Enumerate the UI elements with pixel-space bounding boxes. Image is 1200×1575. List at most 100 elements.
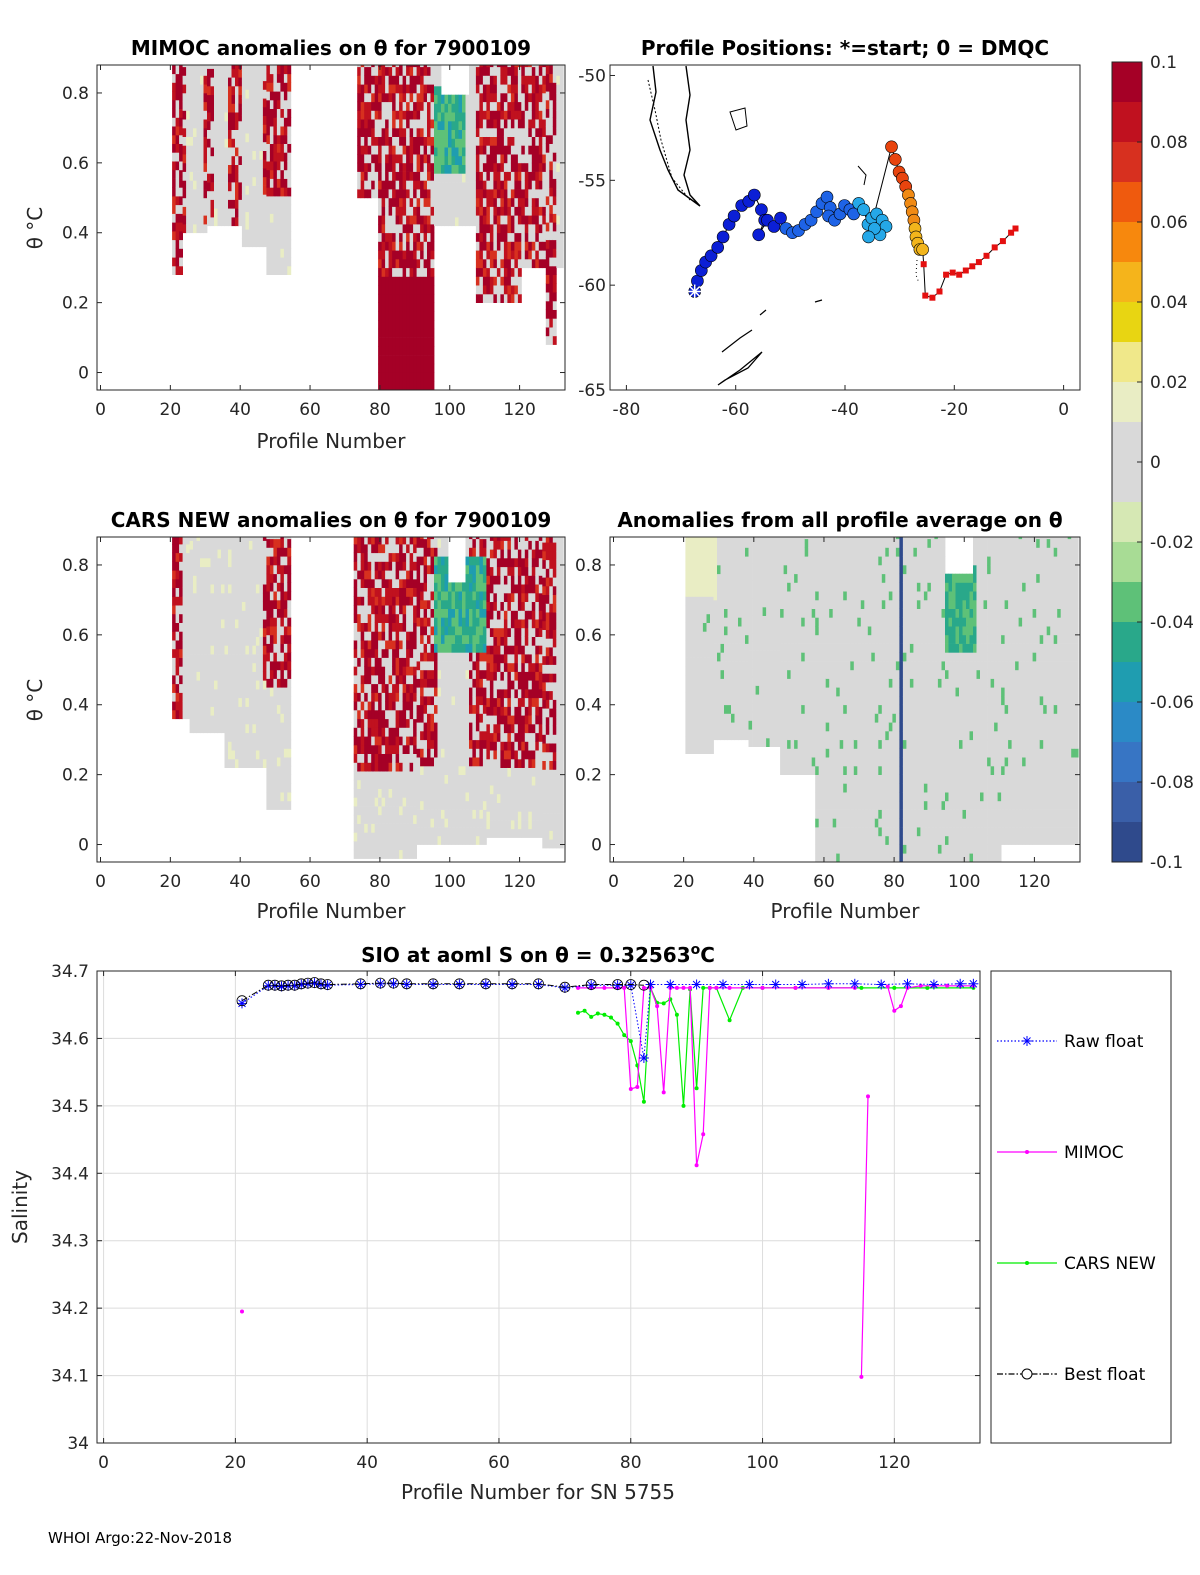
heatmap-cell xyxy=(489,584,494,594)
heatmap-cell xyxy=(224,654,229,664)
heatmap-cell xyxy=(559,180,564,190)
heatmap-cell xyxy=(175,231,180,241)
heatmap-cell xyxy=(514,636,519,646)
heatmap-cell xyxy=(175,134,180,144)
heatmap-cell xyxy=(503,558,508,568)
heatmap-cell xyxy=(413,259,417,269)
heatmap-cell xyxy=(186,66,190,76)
heatmap-cell xyxy=(451,800,456,810)
heatmap-cell xyxy=(395,65,400,68)
heatmap-cell xyxy=(385,154,389,164)
heatmap-cell xyxy=(378,267,382,277)
heatmap-cell xyxy=(381,666,386,676)
heatmap-cell xyxy=(381,302,386,312)
heatmap-cell xyxy=(241,645,246,655)
heatmap-cell xyxy=(535,93,540,103)
heatmap-cell xyxy=(374,814,379,824)
heatmap-cell xyxy=(238,697,243,707)
positions-marks xyxy=(687,140,1019,301)
heatmap-cell xyxy=(273,757,278,767)
heatmap-cell xyxy=(556,66,561,76)
heatmap-cell xyxy=(378,215,382,225)
heatmap-cell xyxy=(357,65,362,68)
heatmap-cell xyxy=(252,124,257,134)
heatmap-cell xyxy=(399,93,403,103)
heatmap-cell xyxy=(388,232,393,242)
heatmap-cell xyxy=(423,757,428,767)
heatmap-cell xyxy=(388,657,393,667)
heatmap-cell xyxy=(385,215,389,225)
heatmap-cell xyxy=(283,231,288,241)
heatmap-cell xyxy=(357,806,362,816)
heatmap-cell xyxy=(399,779,403,789)
heatmap-cell xyxy=(503,802,508,812)
heatmap-cell xyxy=(413,814,417,824)
heatmap-cell xyxy=(203,619,208,629)
heatmap-cell xyxy=(266,652,271,662)
heatmap-cell xyxy=(364,736,369,746)
heatmap-cell xyxy=(423,748,428,758)
heatmap-cell xyxy=(287,91,292,101)
heatmap-cell xyxy=(245,141,250,151)
heatmap-cell xyxy=(210,155,215,165)
heatmap-cell xyxy=(228,120,232,130)
heatmap-cell xyxy=(273,565,278,575)
heatmap-cell xyxy=(420,101,424,111)
heatmap-cell xyxy=(395,241,400,251)
heatmap-cell xyxy=(207,103,211,113)
heatmap-cell xyxy=(248,575,253,585)
heatmap-cell xyxy=(441,617,445,627)
heatmap-cell xyxy=(287,73,292,83)
heatmap-cell xyxy=(542,154,547,164)
heatmap-cell xyxy=(406,66,410,76)
heatmap-cell xyxy=(287,99,292,109)
heatmap-cell xyxy=(549,283,554,293)
heatmap-cell xyxy=(276,257,281,267)
heatmap-cell xyxy=(287,187,292,197)
heatmap-cell xyxy=(374,162,379,172)
heatmap-cell xyxy=(406,162,410,172)
heatmap-cell xyxy=(413,66,417,76)
heatmap-cell xyxy=(517,110,522,120)
heatmap-cell xyxy=(266,565,271,575)
heatmap-cell xyxy=(448,731,452,741)
heatmap-cell xyxy=(479,722,484,732)
heatmap-cell xyxy=(510,224,515,234)
heatmap-cell xyxy=(217,566,222,576)
heatmap-cell xyxy=(482,809,487,819)
heatmap-cell xyxy=(482,591,487,601)
heatmap-cell xyxy=(406,631,410,641)
heatmap-cell xyxy=(434,147,438,157)
cars-heatmap xyxy=(172,537,564,859)
heatmap-cell xyxy=(500,197,505,207)
heatmap-cell xyxy=(427,145,431,155)
heatmap-cell xyxy=(430,748,435,758)
heatmap-cell xyxy=(203,75,208,85)
heatmap-cell xyxy=(420,259,424,269)
heatmap-cell xyxy=(475,748,480,758)
heatmap-cell xyxy=(430,537,435,540)
heatmap-cell xyxy=(441,634,445,644)
heatmap-cell xyxy=(214,77,218,87)
heatmap-cell xyxy=(374,136,379,146)
heatmap-cell xyxy=(482,748,487,758)
heatmap-cell xyxy=(273,669,278,679)
heatmap-cell xyxy=(556,189,561,199)
heatmap-cell xyxy=(182,197,187,207)
heatmap-cell xyxy=(385,162,389,172)
heatmap-cell xyxy=(517,259,522,269)
heatmap-cell xyxy=(269,626,274,636)
heatmap-cell xyxy=(392,206,396,216)
heatmap-cell xyxy=(217,706,222,716)
heatmap-cell xyxy=(395,285,400,295)
heatmap-cell xyxy=(455,155,459,165)
heatmap-cell xyxy=(437,173,442,183)
heatmap-cell xyxy=(458,591,463,601)
heatmap-cell xyxy=(437,765,442,775)
heatmap-cell xyxy=(465,661,470,671)
heatmap-cell xyxy=(465,792,470,802)
heatmap-cell xyxy=(503,619,508,629)
heatmap-cell xyxy=(538,250,543,260)
heatmap-cell xyxy=(388,381,393,390)
heatmap-cell xyxy=(357,84,362,94)
